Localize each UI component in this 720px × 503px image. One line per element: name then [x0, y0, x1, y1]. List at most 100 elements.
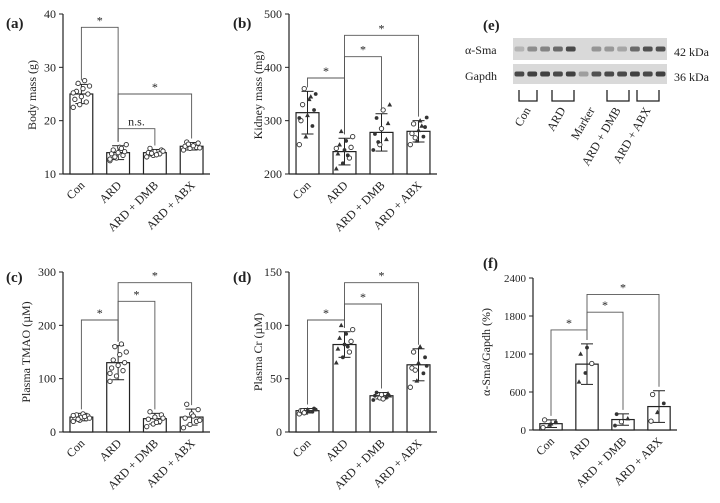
- data-point: [148, 150, 155, 156]
- significance-bracket: [117, 93, 193, 142]
- panel-f-ylabel: α-Sma/Gapdh (%): [479, 308, 493, 396]
- y-tick-label: 0: [521, 425, 527, 437]
- data-point: [380, 107, 386, 113]
- data-point: [585, 345, 589, 350]
- data-point: [409, 130, 415, 137]
- data-point: [113, 373, 120, 379]
- data-point: [374, 116, 379, 120]
- data-point: [117, 352, 123, 358]
- y-tick-label: 100: [38, 372, 56, 386]
- data-point: [344, 331, 349, 336]
- data-point: [345, 153, 350, 158]
- data-point: [648, 418, 654, 424]
- data-point: [378, 126, 385, 132]
- data-point: [649, 391, 656, 398]
- data-point: [371, 398, 376, 402]
- data-point: [337, 142, 342, 147]
- blot-band: [642, 71, 653, 77]
- data-point: [112, 344, 118, 350]
- data-point: [81, 413, 88, 420]
- data-point: [407, 384, 413, 390]
- data-point: [614, 412, 619, 417]
- y-tick-label: 2400: [504, 273, 527, 285]
- data-point: [81, 78, 88, 84]
- data-point: [160, 415, 166, 421]
- blot-kda-asma: 42 kDa: [674, 45, 710, 59]
- data-point: [75, 416, 81, 422]
- y-tick-label: 150: [264, 265, 282, 279]
- data-point: [70, 412, 76, 419]
- data-point: [540, 424, 546, 431]
- lane-group-bracket: [518, 90, 538, 102]
- y-tick-label: 20: [44, 114, 56, 128]
- data-point: [373, 132, 377, 136]
- significance-label: *: [566, 316, 572, 330]
- data-point: [78, 94, 85, 100]
- data-point: [197, 145, 203, 151]
- data-point: [108, 365, 115, 371]
- data-point: [374, 390, 379, 395]
- data-point: [120, 368, 126, 374]
- data-point: [185, 141, 192, 147]
- data-point: [350, 326, 356, 333]
- blot-band: [591, 71, 602, 77]
- panel-d-label: (d): [233, 270, 251, 286]
- data-point: [306, 409, 312, 414]
- y-tick-label: 0: [50, 425, 56, 439]
- significance-bracket: [117, 282, 193, 406]
- data-point: [371, 148, 376, 152]
- data-point: [75, 80, 81, 86]
- data-point: [305, 112, 310, 118]
- data-point: [661, 401, 666, 406]
- lane-group-label: Con: [511, 105, 533, 129]
- blot-band: [514, 46, 525, 52]
- panel-e-label: (e): [483, 18, 500, 34]
- significance-label: *: [134, 287, 140, 301]
- blot-band: [591, 46, 602, 52]
- blot-band: [565, 46, 576, 52]
- blot-band: [642, 46, 653, 52]
- data-point: [107, 156, 113, 162]
- panel-b-label: (b): [233, 16, 251, 32]
- blot-strip: [513, 64, 667, 84]
- significance-bracket: [344, 282, 419, 345]
- data-point: [548, 421, 554, 426]
- category-label: ARD: [96, 178, 124, 206]
- data-point: [350, 134, 356, 140]
- data-point: [310, 124, 315, 128]
- data-point: [160, 148, 166, 154]
- data-point: [348, 338, 354, 344]
- category-label: Con: [533, 434, 557, 458]
- category-label: Con: [290, 436, 314, 460]
- blot-band: [514, 71, 525, 77]
- data-point: [387, 102, 393, 107]
- data-point: [342, 342, 347, 347]
- data-point: [421, 371, 426, 376]
- data-point: [107, 370, 113, 376]
- lane-group-label: ARD: [544, 104, 569, 133]
- data-point: [182, 415, 188, 421]
- blot-band: [565, 71, 576, 77]
- data-point: [123, 349, 129, 355]
- data-point: [380, 396, 386, 402]
- data-point: [153, 419, 160, 426]
- y-tick-label: 500: [264, 7, 282, 21]
- y-tick-label: 200: [264, 167, 282, 181]
- y-tick-label: 300: [264, 114, 282, 128]
- data-point: [348, 144, 354, 150]
- data-point: [346, 349, 353, 355]
- category-label: Con: [63, 178, 87, 202]
- data-point: [70, 90, 76, 96]
- blot-band: [617, 71, 627, 77]
- data-point: [112, 154, 118, 160]
- blot-band: [604, 71, 615, 77]
- data-point: [147, 409, 153, 415]
- data-point: [416, 360, 421, 365]
- data-point: [613, 423, 617, 428]
- data-point: [85, 91, 91, 97]
- category-label: ARD: [565, 434, 593, 462]
- y-tick-label: 40: [44, 7, 56, 21]
- data-point: [337, 335, 342, 340]
